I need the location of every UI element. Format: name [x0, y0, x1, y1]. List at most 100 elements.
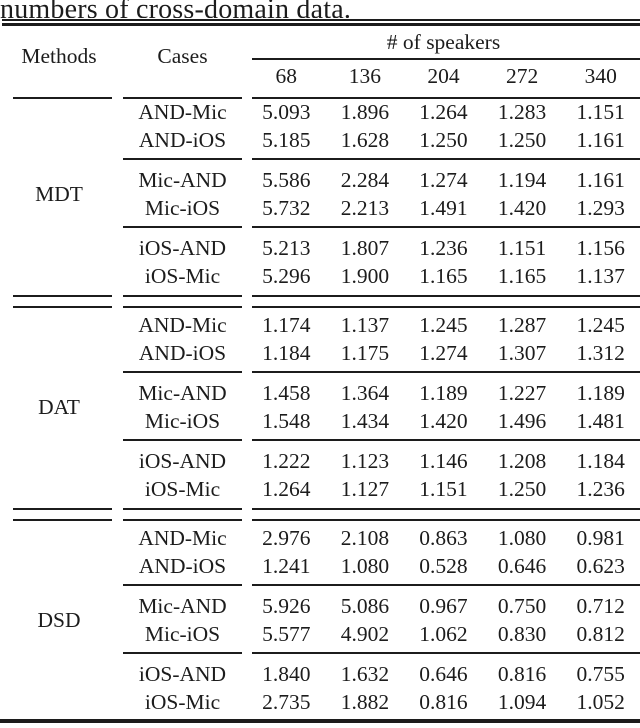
rule-segment: [252, 158, 640, 160]
method-group: DAT AND-Mic 1.174 1.137 1.245 1.287 1.245 AND-i…: [0, 312, 640, 503]
case-label: AND-Mic: [138, 100, 227, 125]
metric-value: 1.080: [340, 553, 390, 578]
metric-value: 2.284: [340, 168, 390, 193]
subgroup-separator-rule: [118, 439, 640, 441]
table-row: AND-iOS 1.241 1.080 0.528 0.646 0.623: [118, 553, 640, 581]
case-label: AND-Mic: [138, 526, 227, 551]
case-label: iOS-AND: [138, 236, 227, 261]
metric-value: 1.632: [340, 662, 390, 687]
rule-segment: [13, 519, 112, 521]
metric-value: 1.840: [262, 662, 311, 687]
rule-segment: [13, 508, 112, 510]
case-label: iOS-AND: [138, 662, 227, 687]
metric-value: 0.623: [576, 553, 625, 578]
subgroup-separator-rule: [118, 652, 640, 654]
metric-value: 1.245: [419, 313, 468, 338]
metric-value: 1.807: [340, 236, 390, 261]
rule-segment: [123, 652, 242, 654]
case-label: iOS-Mic: [144, 263, 221, 288]
metric-value: 0.755: [576, 662, 625, 687]
metric-value: 1.236: [419, 236, 468, 261]
table-row: iOS-AND 1.840 1.632 0.646 0.816 0.755: [118, 661, 640, 689]
metric-value: 1.146: [419, 449, 468, 474]
metric-value: 1.250: [419, 127, 468, 152]
rule-segment: [252, 371, 640, 373]
metric-value: 1.420: [419, 408, 468, 433]
speaker-count-header: 68: [275, 63, 298, 88]
metric-value: 1.264: [419, 100, 468, 125]
metric-value: 5.093: [262, 100, 311, 125]
metric-value: 1.896: [340, 100, 390, 125]
metric-value: 5.926: [262, 594, 311, 619]
table-row: Mic-AND 1.458 1.364 1.189 1.227 1.189: [118, 380, 640, 408]
group-separator-rule: [0, 306, 640, 308]
rule-segment: [123, 371, 242, 373]
rule-segment: [13, 295, 112, 297]
group-separator-rule: [0, 508, 640, 510]
metric-value: 1.189: [576, 381, 625, 406]
metric-value: 0.646: [419, 662, 468, 687]
metric-value: 1.458: [262, 381, 311, 406]
metric-value: 1.080: [497, 526, 547, 551]
metric-value: 5.577: [262, 621, 311, 646]
group-separator-gap: [0, 510, 640, 519]
method-group: MDT AND-Mic 5.093 1.896 1.264 1.283 1.151 AND-i…: [0, 99, 640, 290]
case-label: Mic-iOS: [144, 408, 221, 433]
metric-value: 5.185: [262, 127, 311, 152]
metric-value: 1.052: [576, 689, 625, 714]
metric-value: 1.174: [262, 313, 311, 338]
metric-value: 1.283: [497, 100, 547, 125]
case-label: Mic-AND: [138, 381, 227, 406]
metric-value: 1.165: [419, 263, 468, 288]
col-header-speakers-group: # of speakers: [386, 29, 501, 54]
metric-value: 1.496: [497, 408, 547, 433]
metric-value: 1.245: [576, 313, 625, 338]
table-body: MDT AND-Mic 5.093 1.896 1.264 1.283 1.151 AND-i…: [0, 99, 640, 716]
speakers-group-rule: [252, 58, 640, 60]
case-label: AND-Mic: [138, 313, 227, 338]
case-label: Mic-AND: [138, 594, 227, 619]
metric-value: 1.123: [340, 449, 390, 474]
rule-segment: [123, 295, 242, 297]
col-header-methods: Methods: [21, 43, 97, 68]
metric-value: 1.236: [576, 476, 625, 501]
table-row: iOS-AND 5.213 1.807 1.236 1.151 1.156: [118, 235, 640, 263]
case-label: Mic-AND: [138, 168, 227, 193]
group-separator-rule: [0, 519, 640, 521]
rule-segment: [252, 97, 640, 99]
metric-value: 1.165: [497, 263, 547, 288]
group-separator: [0, 290, 640, 312]
metric-value: 1.274: [419, 340, 468, 365]
metric-value: 1.194: [497, 168, 547, 193]
method-group: DSD AND-Mic 2.976 2.108 0.863 1.080 0.981 AND-i…: [0, 525, 640, 716]
table-row: AND-Mic 1.174 1.137 1.245 1.287 1.245: [118, 312, 640, 340]
metric-value: 1.137: [340, 313, 390, 338]
results-table: Methods Cases # of speakers 68 136 204 272 3…: [0, 26, 640, 716]
metric-value: 1.184: [576, 449, 625, 474]
metric-value: 0.528: [419, 553, 468, 578]
metric-value: 5.086: [340, 594, 390, 619]
metric-value: 1.434: [340, 408, 390, 433]
case-label: AND-iOS: [138, 340, 227, 365]
metric-value: 0.646: [497, 553, 547, 578]
metric-value: 1.151: [576, 100, 625, 125]
table-row: Mic-iOS 5.577 4.902 1.062 0.830 0.812: [118, 621, 640, 649]
table-row: Mic-AND 5.586 2.284 1.274 1.194 1.161: [118, 167, 640, 195]
subgroup-separator-rule: [118, 371, 640, 373]
rule-segment: [123, 519, 242, 521]
rule-segment: [13, 97, 112, 99]
metric-value: 1.264: [262, 476, 311, 501]
rule-segment: [123, 97, 242, 99]
metric-value: 1.481: [576, 408, 625, 433]
case-label: Mic-iOS: [144, 621, 221, 646]
case-label: AND-iOS: [138, 553, 227, 578]
metric-value: 1.293: [576, 195, 625, 220]
metric-value: 0.812: [576, 621, 625, 646]
metric-value: 0.830: [497, 621, 547, 646]
method-group-rows: AND-Mic 1.174 1.137 1.245 1.287 1.245 AND-iOS 1…: [118, 312, 640, 503]
metric-value: 1.287: [497, 313, 547, 338]
metric-value: 0.816: [419, 689, 468, 714]
subgroup-separator-rule: [118, 158, 640, 160]
rule-segment: [252, 306, 640, 308]
